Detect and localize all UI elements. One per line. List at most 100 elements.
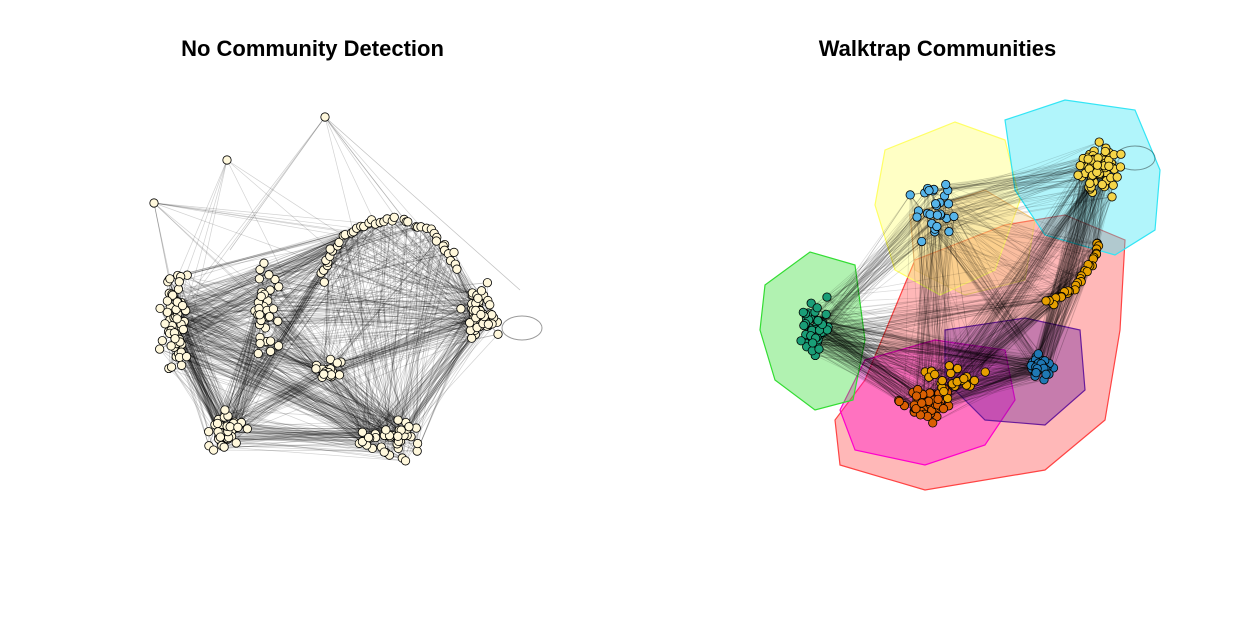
graph-node (938, 404, 949, 414)
graph-node (1092, 160, 1102, 170)
graph-node (181, 352, 192, 362)
graph-node (1112, 172, 1122, 182)
graph-node (259, 258, 269, 268)
graph-node (933, 394, 943, 404)
graph-node (155, 344, 165, 354)
graph-node (1041, 296, 1051, 306)
graph-node (177, 301, 188, 311)
graph-node (381, 425, 391, 435)
graph-node (165, 274, 175, 284)
graph-node (162, 296, 172, 306)
graph-node (943, 393, 953, 403)
graph-node (172, 314, 182, 324)
nodes (1026, 349, 1059, 385)
graph-node (476, 286, 487, 296)
graph-node (473, 293, 483, 303)
graph-node (166, 341, 176, 351)
graph-node (413, 438, 423, 449)
graph-node (264, 270, 274, 280)
graph-node (813, 316, 823, 326)
graph-node (1041, 369, 1051, 379)
graph-node (219, 442, 229, 452)
graph-node (178, 324, 188, 335)
graph-node (1031, 368, 1041, 378)
graph-node (493, 329, 503, 339)
graph-node (894, 396, 904, 407)
graph-node (233, 422, 243, 432)
graph-node (254, 274, 264, 284)
graph-node (1033, 349, 1043, 359)
graph-node (937, 376, 947, 386)
graph-node (225, 422, 235, 432)
graph-node (208, 445, 219, 455)
edges (153, 116, 499, 462)
graph-node (806, 298, 816, 308)
graph-node (930, 369, 940, 380)
graph-node (1083, 154, 1093, 164)
nodes (920, 238, 1104, 403)
graph-node (905, 190, 915, 200)
graph-node (944, 227, 954, 237)
graph-node (822, 292, 832, 302)
graph-node (265, 336, 276, 346)
graph-node (273, 316, 283, 326)
graph-node (319, 369, 329, 379)
graph-node (932, 221, 942, 232)
graph-node (389, 212, 399, 222)
graph-node (796, 336, 806, 346)
graph-node (482, 278, 493, 288)
graph-node (255, 310, 265, 320)
graph-node (1104, 161, 1114, 171)
graph-node (431, 236, 441, 246)
graph-node (242, 424, 252, 434)
graph-node (255, 338, 265, 349)
graph-node (334, 370, 345, 380)
graph-node (364, 432, 374, 443)
graph-node (357, 427, 367, 437)
graph-node (326, 370, 336, 380)
graph-node (319, 277, 329, 287)
graph-node (911, 404, 921, 414)
graph-node (1097, 179, 1107, 190)
graph-node (485, 300, 495, 310)
graph-node (393, 415, 403, 425)
graph-node (256, 291, 266, 302)
graph-node (946, 368, 956, 378)
graph-node (932, 210, 943, 220)
graph-node (930, 199, 941, 209)
network-graph-plain (149, 112, 543, 466)
nodes (894, 384, 954, 428)
graph-node (264, 312, 275, 322)
graph-node (393, 431, 403, 441)
graph-node (467, 333, 477, 343)
graph-node (1075, 161, 1085, 171)
graph-node (952, 363, 963, 374)
graph-node (168, 290, 178, 300)
graph-node (162, 307, 172, 317)
graph-node (814, 344, 824, 354)
graph-node (452, 264, 462, 274)
graph-node (812, 303, 822, 313)
nodes (796, 292, 833, 361)
graph-node (949, 211, 959, 222)
graph-node (959, 374, 969, 384)
graph-node (334, 237, 344, 248)
graph-node (270, 274, 280, 285)
graph-node (274, 282, 284, 292)
graph-node (220, 405, 230, 415)
graph-node (176, 360, 187, 370)
nodes (905, 179, 959, 247)
graph-node (404, 422, 414, 432)
community-hulls (759, 99, 1161, 491)
graph-node (969, 375, 980, 386)
graph-node (1073, 170, 1083, 180)
graph-node (204, 427, 214, 437)
panel-title: No Community Detection (181, 36, 444, 61)
graph-node (943, 199, 954, 209)
graph-node (465, 318, 475, 328)
graph-node (412, 446, 422, 456)
graph-node (403, 217, 413, 227)
graph-node (799, 320, 809, 331)
graph-node (821, 309, 831, 319)
graph-node (915, 410, 926, 420)
